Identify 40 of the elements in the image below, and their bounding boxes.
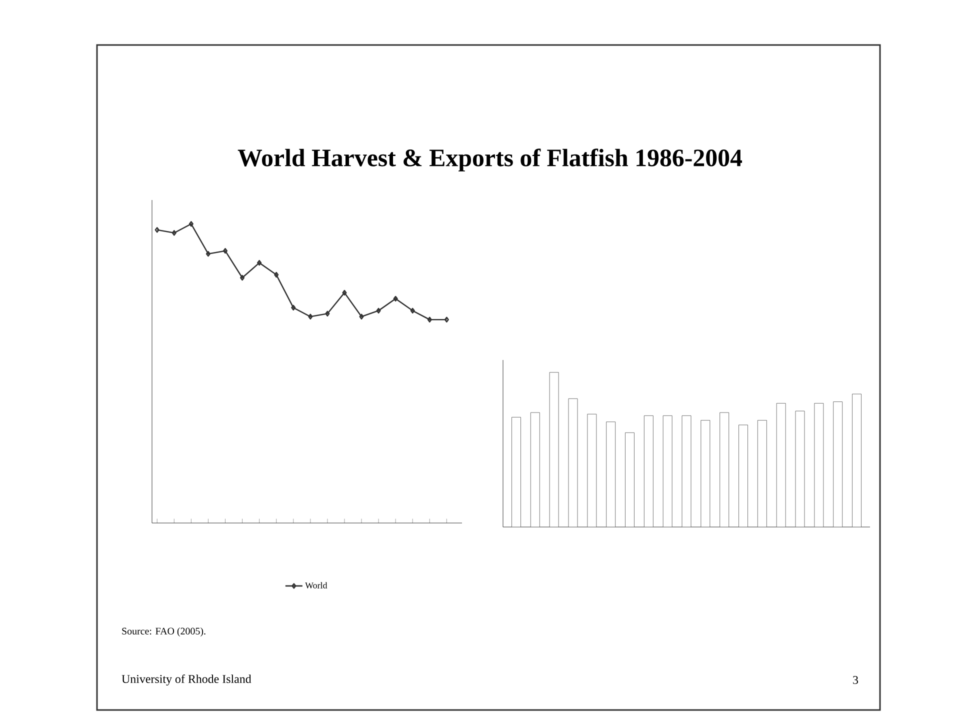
point (206, 250, 211, 257)
text: University of Rhode Island (122, 674, 252, 686)
point (325, 310, 330, 316)
legend-label: World (305, 582, 328, 588)
bar (512, 417, 521, 527)
point (427, 316, 432, 322)
point (257, 260, 262, 266)
chart-title: World Harvest & Exports of Flatfish 1986-2004 (238, 148, 742, 172)
bar (568, 398, 578, 527)
bar (530, 412, 540, 527)
point (376, 308, 381, 314)
bar (833, 402, 843, 527)
bar (549, 372, 559, 527)
bar (625, 432, 634, 527)
point (172, 230, 176, 236)
bar (738, 424, 748, 527)
point (222, 248, 228, 254)
point (393, 296, 398, 302)
bar (662, 415, 672, 527)
point (291, 304, 296, 311)
bar (606, 422, 616, 527)
bar (814, 403, 824, 527)
point (342, 290, 347, 296)
bar (700, 420, 710, 527)
bar (644, 415, 654, 527)
bar (720, 412, 730, 527)
point (410, 308, 415, 314)
text: 3 (853, 676, 858, 684)
source-note: Source: FAO (2005). (122, 627, 206, 637)
point (308, 314, 313, 320)
bar (852, 394, 862, 527)
point (240, 274, 245, 281)
bar (776, 403, 786, 527)
bar (682, 415, 692, 527)
point (359, 314, 364, 320)
point (188, 221, 194, 227)
bar (587, 414, 597, 527)
bar (757, 420, 767, 527)
point (274, 272, 279, 278)
bar (795, 410, 805, 527)
